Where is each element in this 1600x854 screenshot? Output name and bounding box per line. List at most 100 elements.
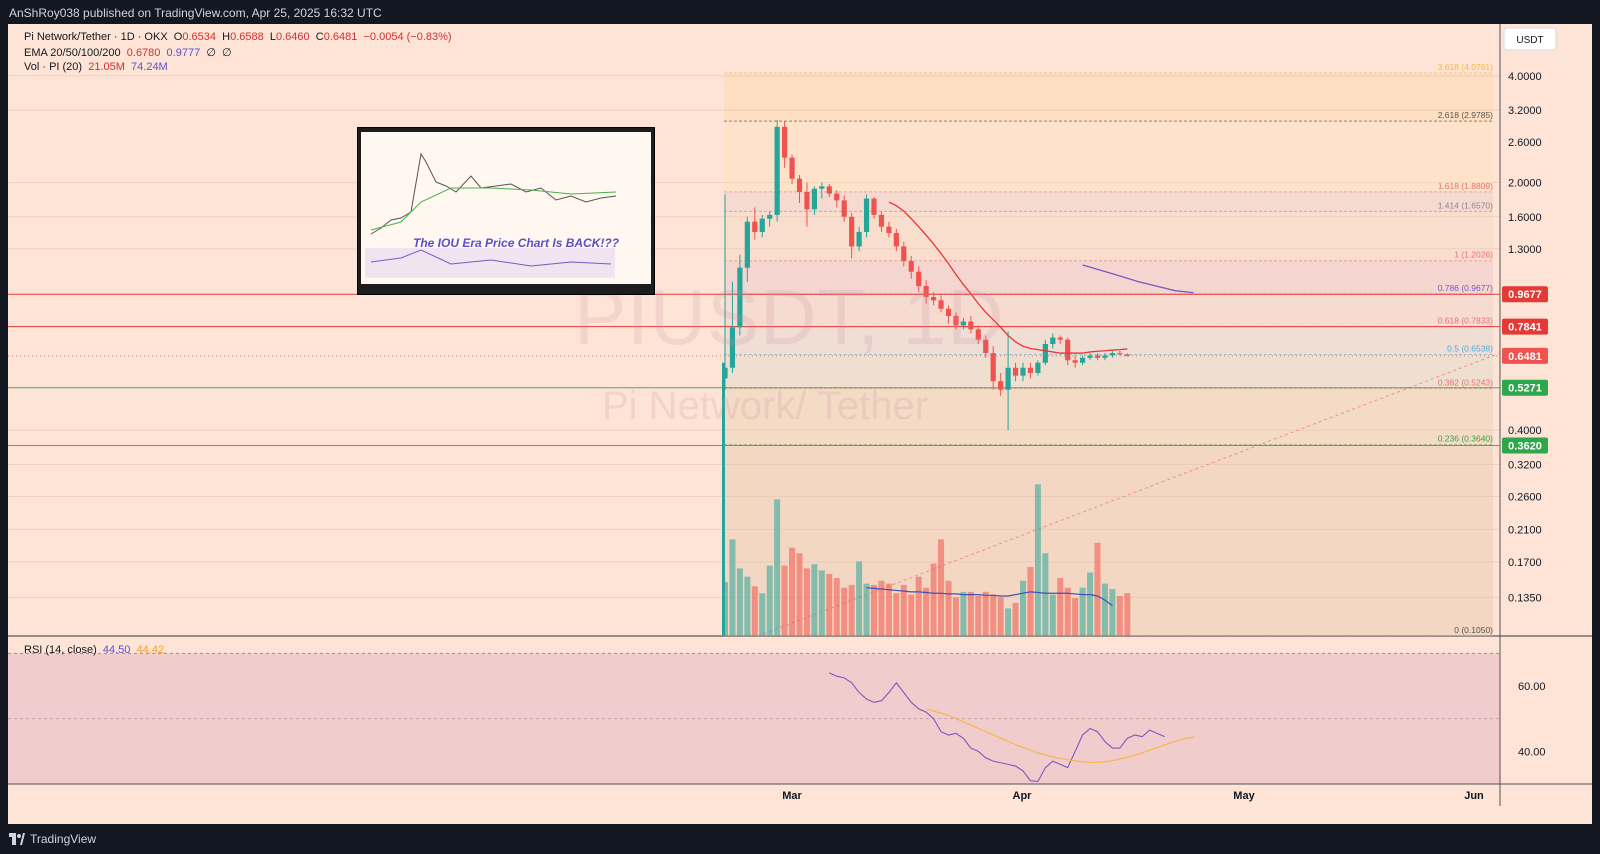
candle-body [752,221,758,232]
close-value: 0.6481 [323,31,358,43]
candle-body [737,267,743,328]
volume-bar [1116,595,1123,636]
volume-bar [729,539,736,636]
embedded-chart-caption: The IOU Era Price Chart Is BACK!?? [413,236,620,250]
volume-bar [1020,580,1026,636]
volume-bar [796,553,803,636]
volume-ma-line [866,587,1113,607]
candle-body [1005,367,1011,390]
volume-bar [759,593,766,636]
candle-body [1012,367,1019,376]
volume-bar [960,591,967,636]
candle-body [923,286,929,298]
embedded-chart-drawing [365,152,617,278]
candle-body [811,188,817,210]
price-tag [1502,379,1548,396]
embedded-chart-canvas: The IOU Era Price Chart Is BACK!?? [361,132,651,284]
fib-label: 0.786 (0.9677) [1438,283,1493,293]
candle-body [878,214,885,227]
low-value: 0.6460 [275,31,310,43]
volume-bar [878,580,885,636]
candle-body [1042,344,1048,363]
volume-bar [774,499,781,636]
volume-bar [818,570,825,636]
volume-bar [923,587,930,636]
fib-label: 0 (0.1050) [1454,625,1493,635]
embedded-price-line [370,152,617,235]
volume-bar [938,539,945,636]
price-tick-label: 0.3200 [1508,459,1542,471]
candle-body [938,300,944,309]
rsi-tick-label: 60.00 [1518,681,1546,693]
volume-bar [885,583,892,636]
change-value: −0.0054 (−0.83%) [363,31,452,43]
candle-body [893,233,899,247]
low-label: L [269,31,276,43]
volume-bar [1079,587,1086,636]
candle-body [886,226,892,234]
volume-label: Vol · PI (20) [24,61,83,73]
tradingview-icon [9,833,25,845]
candle-body [744,221,750,268]
listing-spike-bar [722,362,725,636]
ema20-value: 0.6780 [126,47,161,59]
ema20-line [888,201,1128,354]
volume-bar [826,573,833,636]
rsi-legend[interactable]: RSI (14, close) 44.50 44.42 [24,644,164,656]
symbol-title[interactable]: Pi Network/Tether · 1D · OKX [24,31,168,43]
ema50-line [1082,264,1194,294]
volume-bar [1034,484,1041,636]
candle-body [901,246,907,262]
fib-label: 1 (1.2026) [1454,250,1493,260]
rsi-pane [8,637,1500,784]
volume-bar [990,594,997,636]
fib-zone [724,191,1493,212]
volume-bar [744,576,751,636]
volume-legend[interactable]: Vol · PI (20) 21.05M 74.24M [24,61,168,73]
candle-body [1117,353,1123,355]
volume-bar [967,591,974,636]
volume-bar [1094,542,1101,636]
candle-body [1087,355,1093,358]
open-value: 0.6534 [182,31,216,43]
candle-body [1035,362,1041,373]
volume-bar [930,563,937,636]
price-tag [1502,437,1548,454]
ema100-value: ∅ [206,47,216,59]
price-tick-label: 0.1350 [1508,592,1542,604]
candle-body [1072,360,1078,363]
ema-legend[interactable]: EMA 20/50/100/200 0.6780 0.9777 ∅ ∅ [24,46,232,59]
embedded-rsi-pane [365,248,615,278]
fib-zone [724,211,1493,261]
candle-body [826,186,832,194]
tradingview-logo[interactable]: TradingView [9,832,96,846]
rsi-line [829,672,1165,782]
volume-bar [982,591,989,636]
volume-bar [893,593,900,636]
volume-bar [781,565,788,636]
ema200-value: ∅ [222,47,232,59]
embedded-chart-image[interactable]: The IOU Era Price Chart Is BACK!?? [358,128,654,294]
time-tick-label: Jun [1464,790,1484,802]
candle-body [945,308,952,316]
fib-zone [724,72,1493,122]
price-tag [1502,318,1548,335]
fib-label: 2.618 (2.9785) [1438,110,1493,120]
ema-label: EMA 20/50/100/200 [24,47,121,59]
candle-body [916,271,922,287]
price-tick-label: 0.4000 [1508,425,1542,437]
volume-bar [1042,553,1049,636]
candle-body [774,126,780,215]
price-tag-label: 0.6481 [1508,351,1542,363]
embedded-rsi-line [370,249,612,267]
candle-body [975,329,981,340]
price-tag [1502,347,1548,364]
rsi-label: RSI (14, close) [24,644,97,656]
candle-body [767,214,773,219]
candle-body [729,327,736,368]
candle-body [1020,367,1026,376]
candle-body [1102,355,1108,358]
chart-canvas[interactable]: 3.618 (4.0761) 2.618 (2.9785) 1.618 (1.880… [8,24,1592,824]
price-tag [1502,286,1548,303]
candle-body [871,198,877,215]
